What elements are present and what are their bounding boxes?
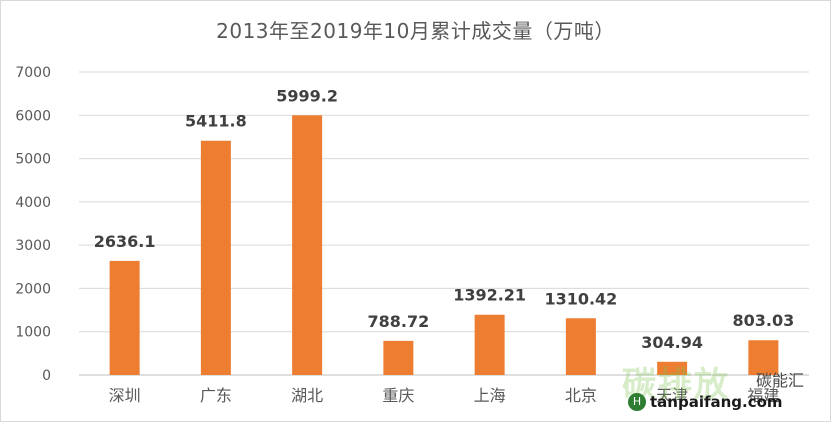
data-label: 5999.2 — [276, 86, 338, 105]
category-label: 福建 — [747, 386, 779, 405]
data-label: 1392.21 — [453, 286, 526, 305]
category-label: 上海 — [474, 386, 506, 405]
bar — [474, 314, 505, 375]
category-label: 重庆 — [382, 386, 414, 405]
data-label: 5411.8 — [185, 112, 247, 131]
data-label: 2636.1 — [94, 232, 156, 251]
y-tick-label: 2000 — [15, 281, 51, 297]
bar — [292, 115, 323, 375]
bar — [565, 318, 596, 375]
category-label: 深圳 — [109, 386, 141, 405]
category-label: 北京 — [565, 386, 597, 405]
bar — [748, 340, 779, 375]
y-tick-label: 6000 — [15, 108, 51, 124]
data-label: 788.72 — [368, 312, 430, 331]
watermark: 碳排放 碳能汇 H tanpaifang.com — [622, 357, 822, 417]
y-tick-label: 4000 — [15, 195, 51, 211]
bar — [383, 340, 414, 375]
watermark-subtext: 碳能汇 — [755, 371, 804, 390]
bar — [109, 260, 140, 375]
chart-title: 2013年至2019年10月累计成交量（万吨） — [216, 19, 615, 43]
bar — [200, 140, 231, 375]
category-label: 湖北 — [291, 386, 323, 405]
watermark-url: tanpaifang.com — [650, 393, 783, 411]
bar — [657, 361, 688, 375]
data-label: 803.03 — [733, 311, 795, 330]
y-tick-label: 5000 — [15, 152, 51, 168]
y-tick-label: 0 — [42, 368, 51, 384]
y-tick-label: 7000 — [15, 65, 51, 81]
y-tick-label: 3000 — [15, 238, 51, 254]
data-label: 1310.42 — [544, 289, 617, 308]
category-label: 天津 — [656, 386, 688, 405]
watermark-logo-icon: H — [628, 393, 646, 411]
category-label: 广东 — [200, 386, 232, 405]
y-tick-label: 1000 — [15, 325, 51, 341]
data-label: 304.94 — [641, 333, 703, 352]
